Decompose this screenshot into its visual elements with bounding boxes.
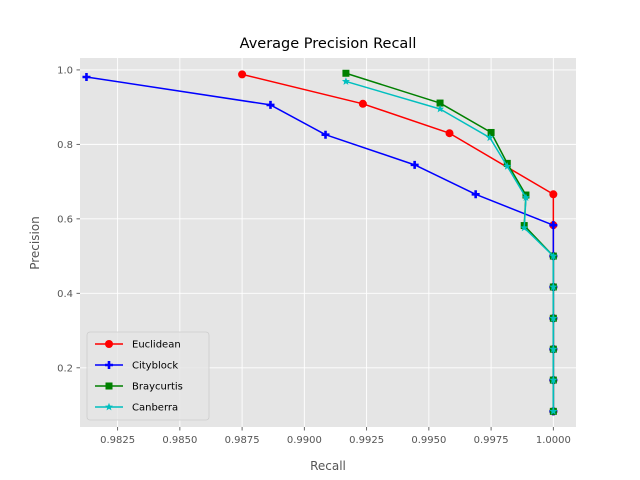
- data-point-canberra: [549, 375, 558, 384]
- legend-marker-braycurtis: [105, 382, 113, 390]
- data-point-cityblock: [471, 190, 480, 199]
- data-point-canberra: [436, 104, 445, 113]
- data-point-canberra: [549, 407, 558, 415]
- data-point-canberra: [520, 223, 529, 232]
- chart-title: Average Precision Recall: [240, 36, 417, 52]
- y-tick-label: 0.2: [57, 363, 73, 374]
- x-tick-label: 0.9975: [474, 435, 509, 446]
- x-axis-label: Recall: [310, 459, 346, 473]
- y-tick-label: 0.6: [57, 214, 73, 225]
- data-point-cityblock: [410, 160, 419, 169]
- data-point-euclidean: [549, 190, 558, 199]
- data-point-cityblock: [266, 100, 275, 109]
- legend-label-euclidean: Euclidean: [132, 340, 181, 351]
- data-point-euclidean: [238, 70, 247, 79]
- y-axis-label: Precision: [28, 216, 42, 270]
- y-tick-label: 0.4: [57, 289, 73, 300]
- x-tick-label: 0.9950: [411, 435, 446, 446]
- data-point-braycurtis: [436, 99, 444, 107]
- data-point-cityblock: [549, 221, 558, 230]
- x-tick-label: 0.9925: [349, 435, 384, 446]
- data-point-canberra: [549, 344, 558, 353]
- data-series: [82, 69, 558, 416]
- legend-label-braycurtis: Braycurtis: [132, 382, 183, 393]
- x-tick-label: 0.9825: [100, 435, 135, 446]
- legend-label-cityblock: Cityblock: [132, 361, 178, 372]
- x-tick-label: 0.9850: [162, 435, 197, 446]
- legend-marker-cityblock: [105, 361, 113, 370]
- data-point-canberra: [549, 251, 558, 260]
- x-axis-ticks: 0.9825 0.9850 0.9875 0.9900 0.9925 0.9950 0.99…: [100, 427, 571, 446]
- x-tick-label: 1.0000: [536, 435, 571, 446]
- series-line-canberra: [345, 80, 555, 412]
- data-point-cityblock: [82, 72, 91, 81]
- data-point-canberra: [521, 193, 530, 202]
- y-tick-label: 0.8: [57, 140, 73, 151]
- data-point-euclidean: [445, 129, 454, 138]
- series-canberra: [341, 77, 558, 415]
- y-tick-label: 1.0: [57, 65, 73, 76]
- legend-label-canberra: Canberra: [132, 403, 178, 414]
- data-point-braycurtis: [342, 69, 350, 77]
- legend-marker-canberra: [105, 402, 113, 411]
- data-point-cityblock: [321, 130, 330, 139]
- legend-box: [86, 331, 210, 421]
- data-point-canberra: [549, 314, 558, 322]
- y-axis-ticks: 0.2 0.4 0.6 0.8 1.0: [57, 65, 80, 374]
- legend-marker-euclidean: [105, 340, 113, 348]
- legend: Euclidean Cityblock Braycurtis Canberra: [86, 331, 210, 421]
- data-point-canberra: [485, 133, 494, 142]
- x-tick-label: 0.9900: [287, 435, 322, 446]
- data-point-canberra: [549, 282, 558, 291]
- data-point-canberra: [503, 162, 512, 170]
- data-point-euclidean: [358, 99, 367, 108]
- data-point-canberra: [341, 77, 350, 85]
- data-point-braycurtis: [487, 128, 495, 136]
- x-tick-label: 0.9875: [225, 435, 260, 446]
